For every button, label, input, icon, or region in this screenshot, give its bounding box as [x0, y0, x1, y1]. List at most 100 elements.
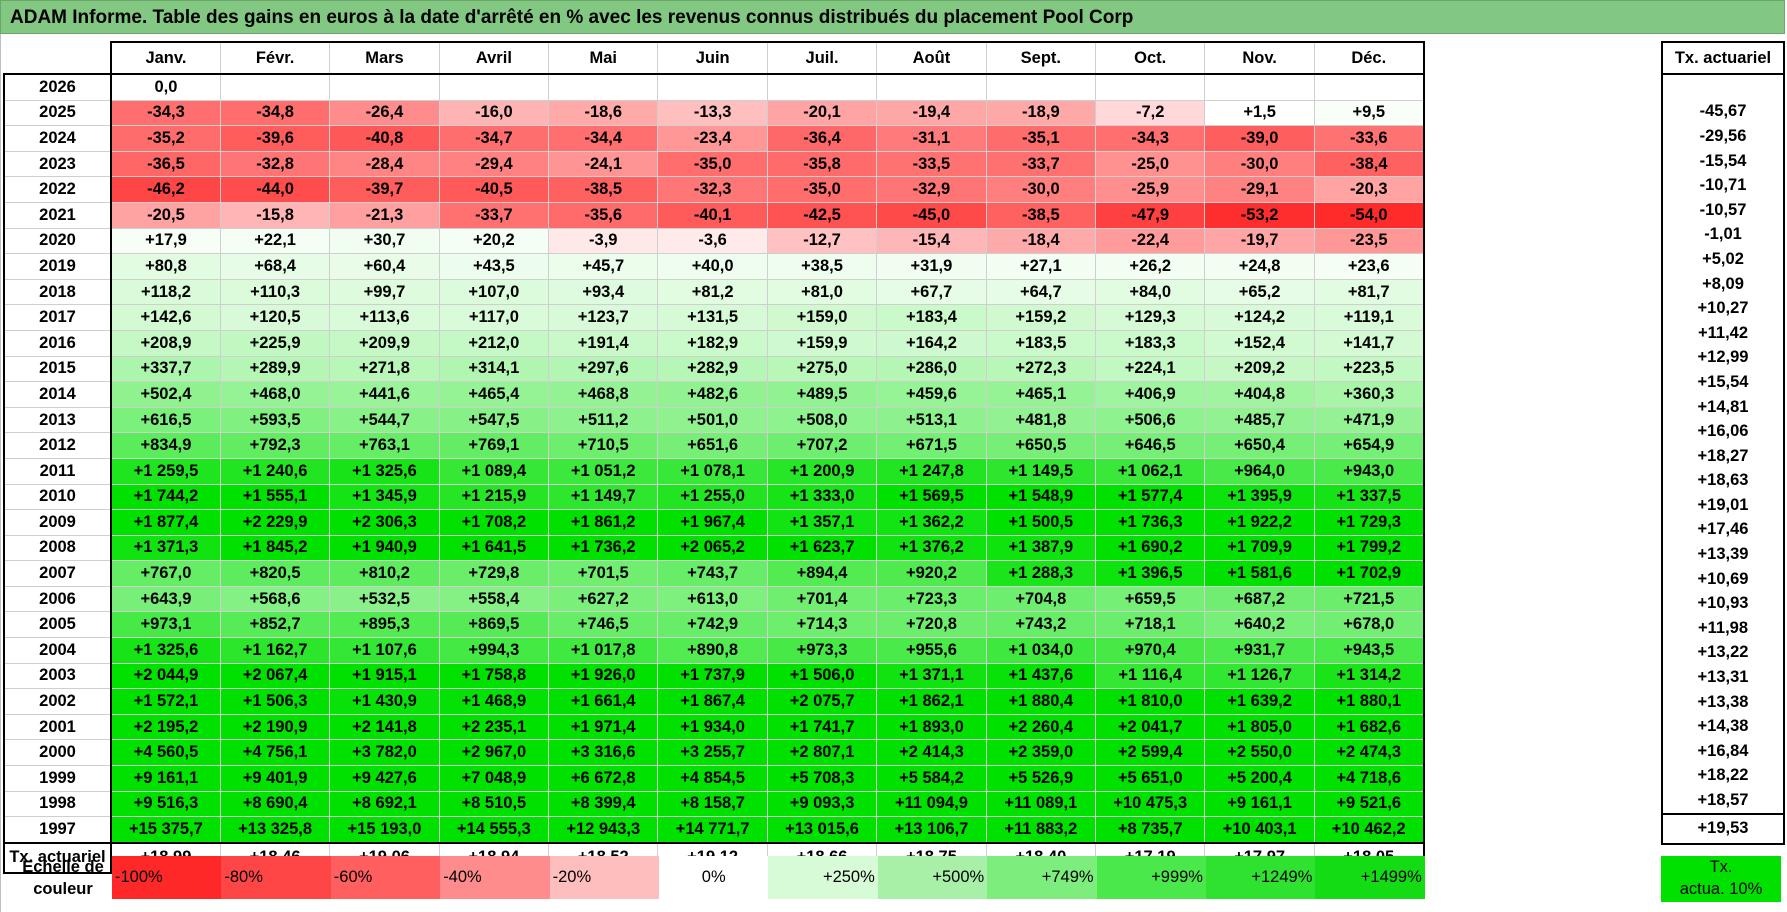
- gain-cell: +646,5: [1095, 432, 1206, 459]
- year-label: 2025: [3, 99, 112, 127]
- gain-cell: +721,5: [1313, 585, 1425, 613]
- gain-cell: [548, 73, 659, 101]
- actuarial-rate-cell: -10,57: [1661, 197, 1785, 223]
- gain-cell: +406,9: [1095, 381, 1206, 408]
- color-scale-swatch: -60%: [330, 856, 441, 899]
- color-scale-swatch: -40%: [440, 856, 550, 899]
- gain-cell: -24,1: [548, 150, 659, 178]
- gain-cell: +404,8: [1204, 381, 1315, 408]
- gain-cell: +1 089,4: [438, 457, 550, 485]
- gain-cell: +1 934,0: [657, 713, 768, 741]
- month-header: Juil.: [766, 41, 878, 75]
- gain-cell: +9,5: [1313, 99, 1425, 127]
- gain-cell: +289,9: [219, 355, 331, 383]
- gain-cell: +13 015,6: [766, 816, 878, 844]
- gain-cell: +544,7: [329, 406, 440, 434]
- year-label: 1998: [3, 790, 112, 818]
- gain-cell: +2 807,1: [766, 739, 878, 767]
- gain-cell: +1 247,8: [876, 457, 987, 485]
- gain-cell: +107,0: [438, 278, 550, 306]
- header-corner: [4, 42, 111, 75]
- gain-cell: +159,0: [766, 304, 878, 331]
- gain-cell: +482,6: [657, 381, 768, 408]
- gain-cell: +654,9: [1313, 432, 1425, 459]
- gain-cell: -33,5: [876, 150, 987, 178]
- gain-cell: +1 845,2: [219, 534, 331, 562]
- table-row: 2020 +17,9 +22,1 +30,7 +20,2 -3,9 -3,6 -12,7 -15…: [3, 227, 1425, 255]
- gain-cell: +2 550,0: [1204, 739, 1315, 767]
- gain-cell: -47,9: [1095, 201, 1206, 229]
- table-row: 2014 +502,4 +468,0 +441,6 +465,4 +468,8 +482,6…: [3, 381, 1425, 408]
- actuarial-rate-cell: +11,98: [1661, 616, 1785, 641]
- gain-cell: +1 387,9: [985, 534, 1097, 562]
- gain-cell: +970,4: [1095, 637, 1206, 664]
- gain-cell: -31,1: [876, 125, 987, 152]
- gain-cell: +208,9: [109, 329, 221, 357]
- gain-cell: +2 229,9: [219, 509, 331, 536]
- gain-cell: +1 345,9: [329, 483, 440, 511]
- gain-cell: [1313, 73, 1425, 101]
- gain-cell: +1 861,2: [548, 509, 659, 536]
- gain-cell: -35,1: [985, 125, 1097, 152]
- gain-cell: +471,9: [1313, 406, 1425, 434]
- gain-cell: +707,2: [766, 432, 878, 459]
- gain-cell: +1 337,5: [1313, 483, 1425, 511]
- gain-cell: +511,2: [548, 406, 659, 434]
- gain-cell: +110,3: [219, 278, 331, 306]
- month-header: Oct.: [1095, 41, 1206, 75]
- gain-cell: +117,0: [438, 304, 550, 331]
- table-row: 2018 +118,2 +110,3 +99,7 +107,0 +93,4 +81,2 +81…: [3, 278, 1425, 306]
- gain-cell: +9 401,9: [219, 765, 331, 792]
- gain-cell: +6 672,8: [548, 765, 659, 792]
- gain-cell: +558,4: [438, 585, 550, 613]
- gain-cell: +1 034,0: [985, 637, 1097, 664]
- gain-cell: +485,7: [1204, 406, 1315, 434]
- gain-cell: +182,9: [657, 329, 768, 357]
- gain-cell: +1 729,3: [1313, 509, 1425, 536]
- gain-cell: +8 735,7: [1095, 816, 1206, 844]
- gain-cell: -25,0: [1095, 150, 1206, 178]
- gain-cell: +159,9: [766, 329, 878, 357]
- gain-cell: +920,2: [876, 560, 987, 587]
- table-row: 2026 0,0: [3, 73, 1425, 101]
- gain-cell: +275,0: [766, 355, 878, 383]
- actuarial-legend-cell: Tx. actua. 10%: [1661, 856, 1781, 902]
- year-label: 2007: [3, 560, 112, 587]
- color-scale-swatch: -20%: [549, 856, 659, 899]
- gain-cell: +502,4: [109, 381, 221, 408]
- actuarial-rate-cell: +13,22: [1661, 640, 1785, 666]
- gain-cell: +994,3: [438, 637, 550, 664]
- gain-cell: +14 555,3: [438, 816, 550, 844]
- gain-cell: +2 599,4: [1095, 739, 1206, 767]
- gain-cell: -20,1: [766, 99, 878, 127]
- year-label: 2021: [3, 201, 112, 229]
- gain-cell: +271,8: [329, 355, 440, 383]
- gain-cell: +1 810,0: [1095, 688, 1206, 715]
- gain-cell: +1 149,5: [985, 457, 1097, 485]
- month-header: Avril: [438, 41, 550, 75]
- gain-cell: +1 371,1: [876, 662, 987, 690]
- gain-cell: -34,3: [109, 99, 221, 127]
- actuarial-rate-cell: +13,31: [1661, 665, 1785, 690]
- year-label: 2010: [3, 483, 112, 511]
- gain-cell: +1 569,5: [876, 483, 987, 511]
- gain-cell: +964,0: [1204, 457, 1315, 485]
- gain-cell: +465,4: [438, 381, 550, 408]
- gain-cell: +81,7: [1313, 278, 1425, 306]
- gain-cell: -19,7: [1204, 227, 1315, 255]
- actuarial-rate-cell: -45,67: [1661, 99, 1785, 125]
- year-label: 2013: [3, 406, 112, 434]
- actuarial-rate-cell: -1,01: [1661, 222, 1785, 248]
- actuarial-rate-cell: +14,81: [1661, 394, 1785, 420]
- gain-cell: +1 200,9: [766, 457, 878, 485]
- gain-cell: +1 325,6: [109, 637, 221, 664]
- gain-cell: +1 333,0: [766, 483, 878, 511]
- gain-cell: -20,5: [109, 201, 221, 229]
- table-row: 2019 +80,8 +68,4 +60,4 +43,5 +45,7 +40,0 +38,5 +…: [3, 253, 1425, 280]
- gain-cell: +506,6: [1095, 406, 1206, 434]
- color-scale-swatch: +250%: [768, 856, 878, 899]
- gain-cell: +593,5: [219, 406, 331, 434]
- gain-cell: +894,4: [766, 560, 878, 587]
- gain-cell: +1 682,6: [1313, 713, 1425, 741]
- gain-cell: +792,3: [219, 432, 331, 459]
